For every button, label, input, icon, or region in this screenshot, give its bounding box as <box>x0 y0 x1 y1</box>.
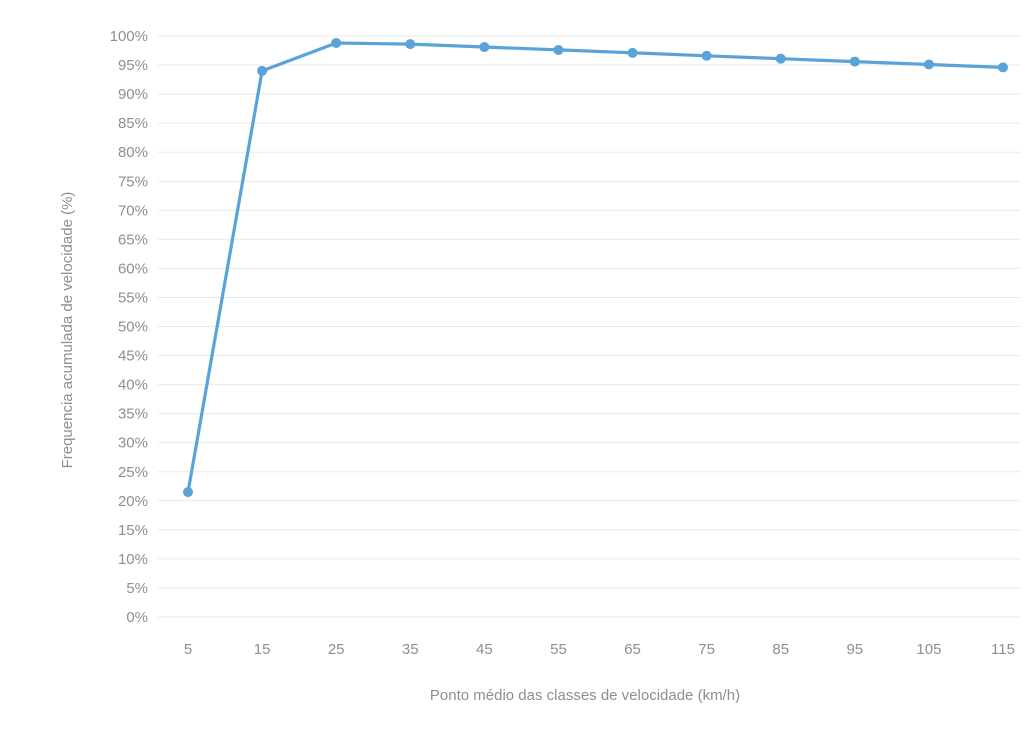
data-point <box>775 53 786 64</box>
y-tick-label: 20% <box>118 493 148 510</box>
data-point <box>479 42 490 53</box>
y-tick-label: 55% <box>118 289 148 306</box>
y-tick-label: 70% <box>118 202 148 219</box>
x-tick-label: 85 <box>772 641 789 658</box>
x-tick-label: 65 <box>624 641 641 658</box>
y-tick-label: 65% <box>118 231 148 248</box>
x-tick-label: 15 <box>254 641 271 658</box>
y-tick-label: 100% <box>110 28 148 45</box>
x-axis-title: Ponto médio das classes de velocidade (k… <box>430 687 740 704</box>
y-tick-label: 15% <box>118 522 148 539</box>
y-tick-label: 50% <box>118 319 148 336</box>
y-tick-label: 10% <box>118 551 148 568</box>
y-tick-label: 30% <box>118 435 148 452</box>
y-axis-ticks: 0% 5% 10% 15% 20% 25% 30% 35% 40% 45% 50% 55% 60% 65%… <box>110 28 148 626</box>
x-tick-label: 105 <box>916 641 941 658</box>
data-point <box>183 487 193 498</box>
x-tick-label: 75 <box>698 641 715 658</box>
y-tick-label: 95% <box>118 57 148 74</box>
y-tick-label: 60% <box>118 260 148 277</box>
data-point <box>849 56 860 67</box>
data-point <box>627 47 638 58</box>
y-tick-label: 40% <box>118 377 148 394</box>
y-tick-label: 85% <box>118 115 148 132</box>
x-tick-label: 25 <box>328 641 345 658</box>
series-line <box>186 41 1005 494</box>
y-tick-label: 0% <box>126 609 148 626</box>
y-tick-label: 90% <box>118 86 148 103</box>
x-tick-label: 45 <box>476 641 493 658</box>
x-tick-label: 35 <box>402 641 419 658</box>
data-point <box>331 37 342 48</box>
series-layer <box>183 37 1008 498</box>
y-tick-label: 75% <box>118 173 148 190</box>
x-tick-label: 5 <box>184 641 192 658</box>
x-tick-label: 55 <box>550 641 567 658</box>
y-tick-label: 80% <box>118 144 148 161</box>
x-tick-label: 95 <box>846 641 863 658</box>
y-tick-label: 45% <box>118 348 148 365</box>
data-point <box>923 59 934 70</box>
data-point <box>998 62 1008 73</box>
y-tick-label: 35% <box>118 406 148 423</box>
y-tick-label: 25% <box>118 464 148 481</box>
y-axis-title: Frequencia acumulada de velocidade (%) <box>59 192 76 469</box>
data-point <box>257 65 268 76</box>
data-point <box>701 50 712 61</box>
x-tick-label: 115 <box>991 641 1015 658</box>
y-tick-label: 5% <box>126 580 148 597</box>
data-point <box>553 44 564 55</box>
data-point <box>405 39 416 50</box>
grid-lines <box>158 35 1020 618</box>
x-axis-ticks: 5 15 25 35 45 55 65 75 85 95 105 115 <box>184 641 1015 658</box>
